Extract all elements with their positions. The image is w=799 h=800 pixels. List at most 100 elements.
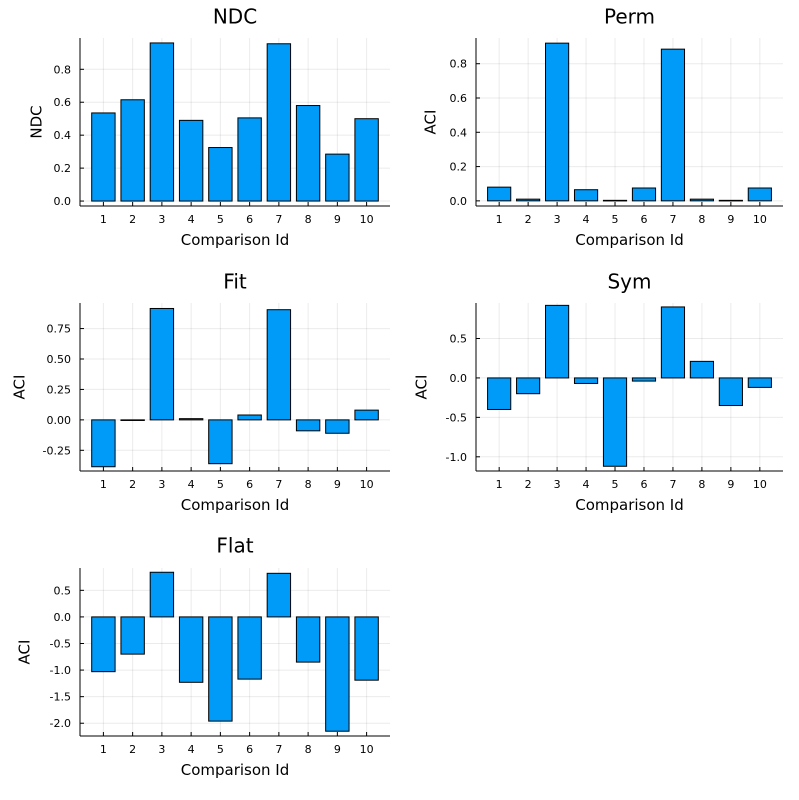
y-axis-label: NDC [28,105,46,138]
y-tick-label: 0.25 [47,383,72,396]
y-tick-label: -1.0 [50,664,71,677]
x-tick-label: 7 [275,743,282,756]
y-tick-label: -1.0 [446,451,467,464]
x-tick-label: 6 [246,213,253,226]
bar-5 [208,419,233,465]
bar-6 [237,616,262,680]
bar-5 [208,147,233,202]
bar-9 [325,616,350,732]
bar-8 [689,360,714,379]
bar-7 [266,43,292,202]
x-tick-label: 7 [669,213,676,226]
x-tick-label: 1 [100,743,107,756]
y-tick-label: 0.2 [54,162,72,175]
bar-4 [178,616,204,683]
y-axis-label: ACI [16,640,34,665]
x-tick-label: 4 [188,743,195,756]
bar-4 [573,189,599,202]
x-tick-label: 10 [360,743,374,756]
x-tick-label: 1 [496,213,503,226]
x-axis-label: Comparison Id [181,761,290,779]
bar-3 [149,571,175,618]
x-tick-label: 2 [129,213,136,226]
y-tick-label: 0.0 [54,611,72,624]
bar-1 [91,419,116,468]
bar-7 [266,572,292,618]
y-tick-label: 0.0 [450,195,468,208]
chart-title: Sym [607,270,651,294]
chart-flat: 1 2 3 4 5 6 7 8 9 10 -2.0 -1.5 -1.0 -0.5 0.0 0.5 Flat Com… [16,534,390,779]
chart-title: Perm [604,5,655,29]
chart-title: NDC [213,5,257,29]
bar-8 [295,616,321,663]
x-tick-label: 10 [753,213,767,226]
bar-2 [516,198,541,202]
y-tick-label: -0.25 [43,444,71,457]
x-tick-label: 7 [275,213,282,226]
y-tick-label: 0.50 [47,353,72,366]
bar-10 [747,187,772,202]
x-tick-label: 3 [158,743,165,756]
x-tick-label: 2 [129,478,136,491]
bar-8 [295,105,321,202]
bar-10 [354,118,379,202]
x-tick-label: 8 [305,213,312,226]
y-tick-label: 0.4 [54,129,72,142]
bar-7 [266,309,292,421]
y-tick-label: 0.8 [450,58,468,71]
bar-3 [545,42,570,202]
x-tick-label: 10 [753,478,767,491]
bar-5 [602,199,628,202]
x-tick-label: 8 [305,478,312,491]
bar-4 [178,418,204,421]
bar-2 [120,99,145,202]
bar-9 [325,419,350,434]
x-tick-label: 1 [496,478,503,491]
y-axis-label: ACI [11,375,29,400]
chart-title: Flat [216,534,253,558]
x-tick-label: 9 [334,743,341,756]
x-tick-label: 6 [640,478,647,491]
bar-3 [149,307,175,421]
bar-2 [120,419,145,421]
x-tick-label: 5 [612,478,619,491]
x-tick-label: 4 [188,213,195,226]
x-axis-label: Comparison Id [575,496,684,514]
x-tick-label: 2 [129,743,136,756]
x-tick-label: 9 [334,478,341,491]
x-tick-label: 7 [669,478,676,491]
chart-title: Fit [223,270,247,294]
bar-1 [487,377,512,410]
y-tick-label: 0.00 [47,414,72,427]
x-tick-label: 8 [698,478,705,491]
x-tick-label: 5 [217,478,224,491]
chart-perm: 1 2 3 4 5 6 7 8 9 10 0.0 0.2 0.4 0.6 0.8 Perm Comparison… [422,5,783,249]
bar-2 [516,377,541,395]
x-tick-label: 9 [334,213,341,226]
x-tick-label: 5 [217,743,224,756]
bar-4 [573,377,599,384]
bar-8 [295,419,321,432]
x-tick-label: 7 [275,478,282,491]
y-tick-label: 0.6 [54,96,72,109]
x-axis-label: Comparison Id [575,231,684,249]
bar-10 [354,616,379,681]
bar-6 [237,414,262,421]
x-tick-label: 5 [612,213,619,226]
x-tick-label: 6 [640,213,647,226]
x-axis-label: Comparison Id [181,231,290,249]
bar-2 [120,616,145,655]
y-tick-label: 0.5 [54,584,72,597]
x-axis-label: Comparison Id [181,496,290,514]
bar-8 [689,198,714,202]
bar-1 [91,112,116,202]
x-tick-label: 8 [698,213,705,226]
chart-sym: 1 2 3 4 5 6 7 8 9 10 -1.0 -0.5 0.0 0.5 Sym Comparison I… [413,270,783,514]
x-tick-label: 9 [727,478,734,491]
x-tick-label: 4 [583,478,590,491]
bar-5 [208,616,233,722]
y-tick-label: 0.2 [450,161,468,174]
y-tick-label: -2.0 [50,717,71,730]
x-tick-label: 2 [525,478,532,491]
